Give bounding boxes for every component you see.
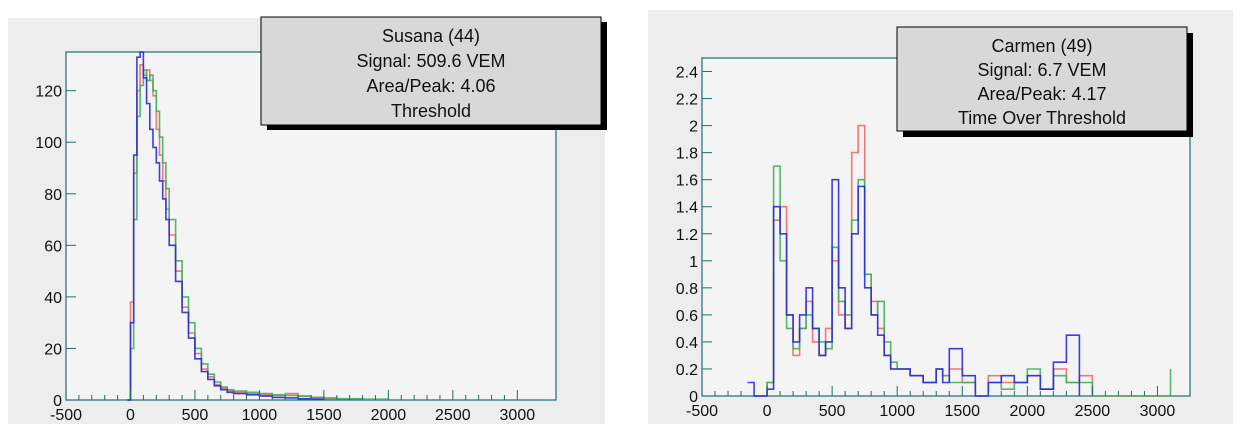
chart-carmen: -500 0 500 1000 1500 2000 2500 300000.20.40.60.… [648, 10, 1233, 424]
info-area-peak: Area/Peak: 4.06 [366, 76, 495, 96]
x-tick-label: 2000 [1010, 403, 1046, 420]
x-tick-label: 0 [763, 403, 772, 420]
x-tick-label: 2500 [435, 407, 471, 424]
y-tick-label: 0 [53, 393, 62, 410]
chart-panel-carmen: -500 0 500 1000 1500 2000 2500 3000 0 0.2 0.4 0.6 0.… [640, 0, 1240, 430]
y-tick-label: 120 [35, 84, 62, 101]
axes-group: -500 0 500 1000 1500 2000 2500 3000020406080100… [35, 84, 535, 424]
x-tick-label: 3000 [500, 407, 536, 424]
x-tick-label: 2500 [1075, 403, 1111, 420]
x-tick-label: -500 [686, 403, 718, 420]
info-threshold: Threshold [391, 101, 471, 121]
x-tick-label: 0 [126, 407, 135, 424]
y-tick-label: 40 [44, 290, 62, 307]
y-tick-label: 0 [689, 389, 698, 406]
info-box: Susana (44) Signal: 509.6 VEM Area/Peak:… [260, 16, 607, 130]
x-tick-label: -500 [50, 407, 82, 424]
x-tick-label: 1000 [242, 407, 278, 424]
y-tick-label: 0.8 [676, 281, 698, 298]
y-tick-label: 60 [44, 238, 62, 255]
y-tick-label: 20 [44, 341, 62, 358]
x-tick-label: 500 [819, 403, 846, 420]
axes-group: -500 0 500 1000 1500 2000 2500 300000.20.40.60.… [676, 65, 1176, 420]
info-box-panel [260, 16, 602, 126]
series-blue-line [747, 178, 1081, 397]
chart-susana: -500 0 500 1000 1500 2000 2500 3000020406080100… [8, 16, 607, 424]
y-tick-label: 2 [689, 119, 698, 136]
y-tick-label: 0.2 [676, 362, 698, 379]
y-tick-label: 1 [689, 254, 698, 271]
x-tick-label: 2000 [371, 407, 407, 424]
info-title: Carmen (49) [991, 36, 1092, 56]
y-tick-label: 1.6 [676, 173, 698, 190]
x-tick-label: 500 [182, 407, 209, 424]
y-tick-label: 1.8 [676, 146, 698, 163]
series-group [747, 124, 1172, 397]
x-tick-label: 1000 [879, 403, 915, 420]
y-tick-label: 0.4 [676, 335, 698, 352]
info-box: Carmen (49) Signal: 6.7 VEM Area/Peak: 4… [896, 26, 1193, 137]
x-tick-label: 3000 [1140, 403, 1176, 420]
info-signal: Signal: 6.7 VEM [977, 60, 1106, 80]
info-box-panel [896, 26, 1188, 132]
y-tick-label: 80 [44, 187, 62, 204]
y-tick-label: 100 [35, 135, 62, 152]
y-tick-label: 2.2 [676, 92, 698, 109]
y-tick-label: 1.2 [676, 227, 698, 244]
info-title: Susana (44) [382, 26, 480, 46]
y-tick-label: 0.6 [676, 308, 698, 325]
x-tick-label: 1500 [944, 403, 980, 420]
y-tick-label: 2.4 [676, 65, 698, 82]
chart-panel-susana: -500 0 500 1000 1500 2000 2500 3000 0 20 40 60 80 100… [0, 0, 610, 430]
info-time-over-threshold: Time Over Threshold [958, 108, 1126, 128]
x-tick-label: 1500 [306, 407, 342, 424]
info-signal: Signal: 509.6 VEM [356, 51, 505, 71]
y-tick-label: 1.4 [676, 200, 698, 217]
info-area-peak: Area/Peak: 4.17 [977, 84, 1106, 104]
